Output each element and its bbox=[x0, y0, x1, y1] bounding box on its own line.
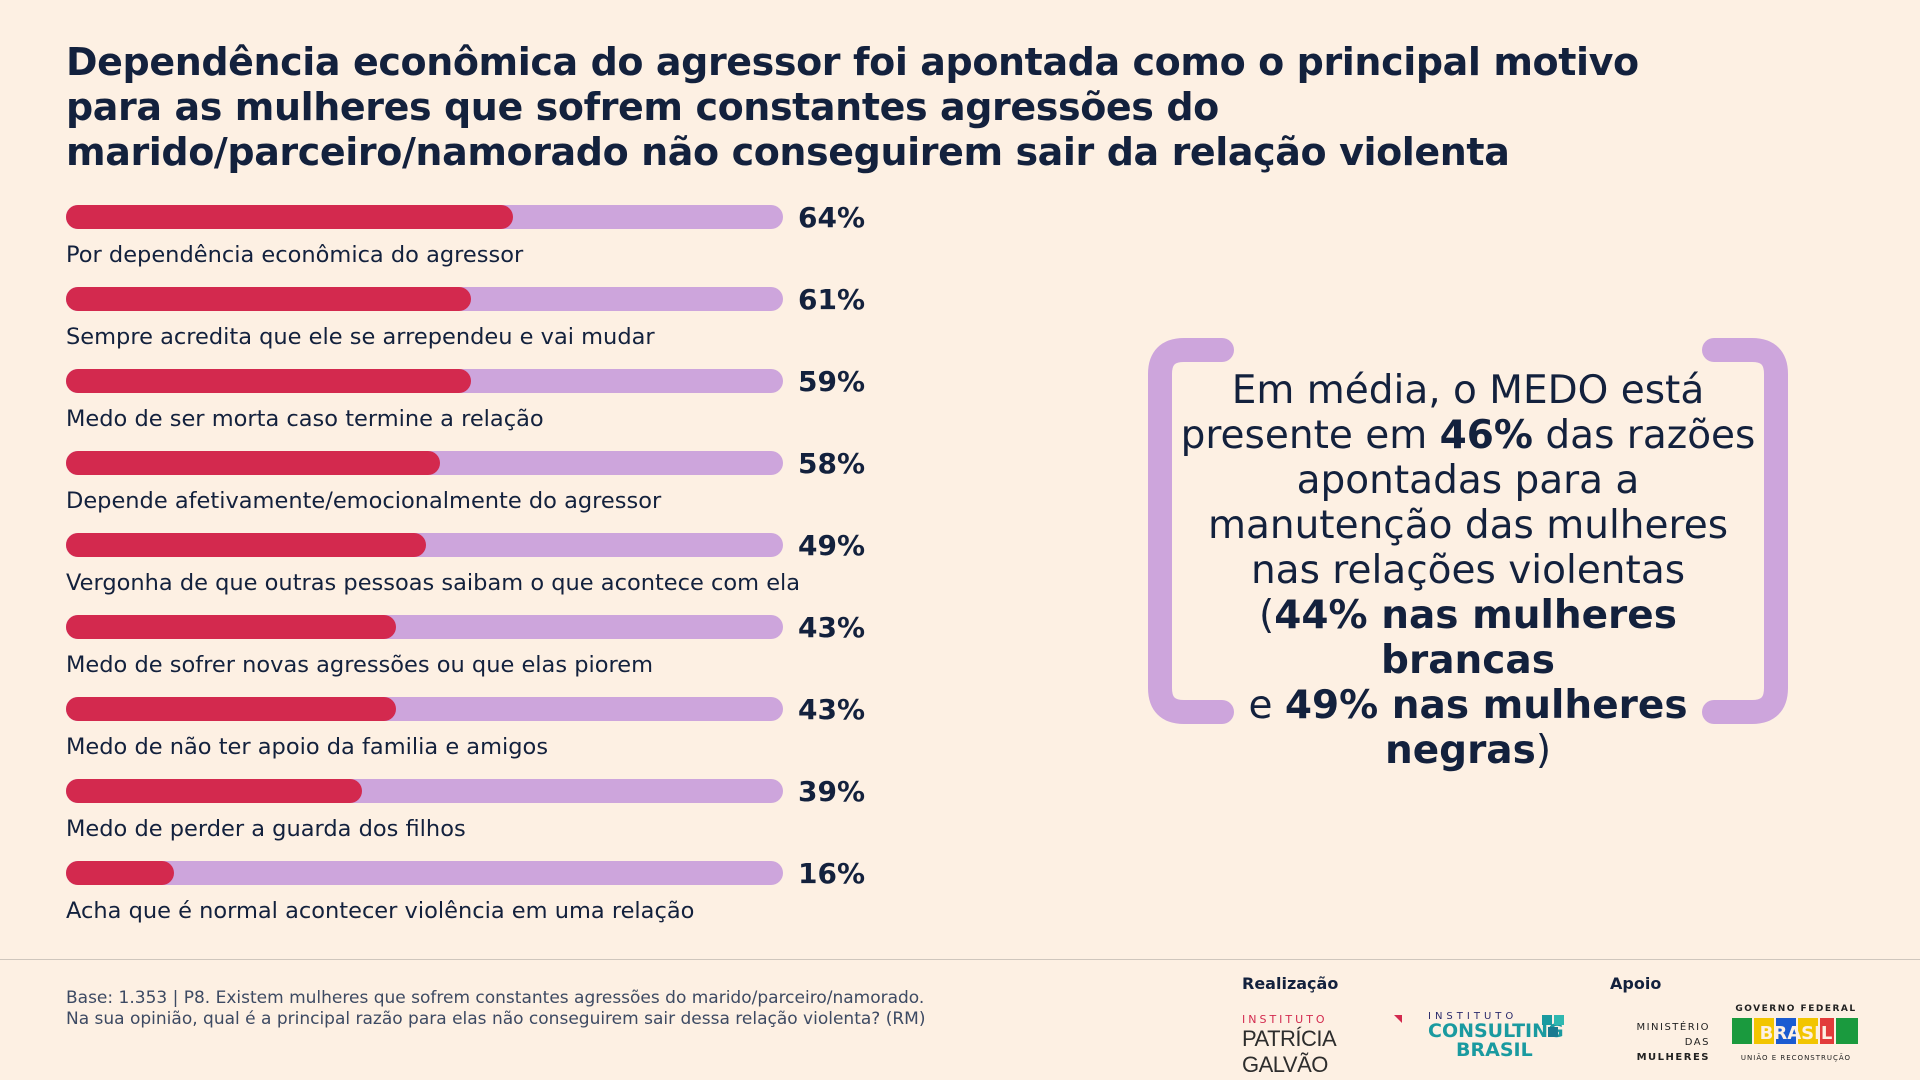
bar-value-label: 43% bbox=[798, 693, 866, 726]
bar-category-label: Medo de ser morta caso termine a relação bbox=[66, 406, 544, 432]
bar-fill bbox=[66, 861, 174, 885]
footer-divider bbox=[0, 959, 1920, 960]
callout-line-6: (44% nas mulheres brancas bbox=[1259, 593, 1677, 683]
footnote-line-2: Na sua opinião, qual é a principal razão… bbox=[66, 1009, 926, 1029]
bar-value-label: 58% bbox=[798, 447, 866, 480]
bar-track bbox=[66, 369, 783, 393]
bar-fill bbox=[66, 369, 471, 393]
bar-fill bbox=[66, 451, 440, 475]
bar-category-label: Sempre acredita que ele se arrependeu e … bbox=[66, 324, 655, 350]
bar-track bbox=[66, 451, 783, 475]
bar-value-label: 59% bbox=[798, 365, 866, 398]
bar-track bbox=[66, 697, 783, 721]
logo-ministerio-mulheres: MINISTÉRIO DAS MULHERES bbox=[1636, 1022, 1710, 1063]
bar-track bbox=[66, 861, 783, 885]
callout-line-2: presente em 46% das razões bbox=[1180, 413, 1756, 458]
callout-line-4: manutenção das mulheres bbox=[1207, 503, 1729, 548]
bar-category-label: Depende afetivamente/emocionalmente do a… bbox=[66, 488, 662, 514]
bar-track bbox=[66, 779, 783, 803]
bar-category-label: Medo de não ter apoio da familia e amigo… bbox=[66, 734, 549, 760]
bar-fill bbox=[66, 697, 396, 721]
bar-category-label: Acha que é normal acontecer violência em… bbox=[66, 898, 695, 924]
bar-fill bbox=[66, 615, 396, 639]
callout-line-1: Em média, o MEDO está bbox=[1231, 368, 1705, 413]
bar-track bbox=[66, 205, 783, 229]
bar-value-label: 16% bbox=[798, 857, 866, 890]
brasil-wordmark: BRASIL bbox=[1732, 1018, 1858, 1044]
footnote-line-1: Base: 1.353 | P8. Existem mulheres que s… bbox=[66, 988, 925, 1008]
logo-consulting-brasil: INSTITUTO CONSULTING BRASIL bbox=[1428, 1011, 1568, 1061]
bar-fill bbox=[66, 533, 426, 557]
bar-track bbox=[66, 533, 783, 557]
bar-value-label: 43% bbox=[798, 611, 866, 644]
bar-category-label: Medo de sofrer novas agressões ou que el… bbox=[66, 652, 654, 678]
bar-fill bbox=[66, 205, 513, 229]
bar-track bbox=[66, 287, 783, 311]
apoio-label: Apoio bbox=[1610, 974, 1662, 993]
bar-value-label: 49% bbox=[798, 529, 866, 562]
callout-line-7: e 49% nas mulheres negras) bbox=[1248, 683, 1688, 773]
bar-category-label: Medo de perder a guarda dos filhos bbox=[66, 816, 466, 842]
bar-track bbox=[66, 615, 783, 639]
bar-fill bbox=[66, 779, 362, 803]
callout-text: Em média, o MEDO está presente em 46% da… bbox=[1174, 368, 1762, 773]
red-corner-mark bbox=[1394, 1015, 1402, 1023]
fear-callout: Em média, o MEDO está presente em 46% da… bbox=[1146, 336, 1790, 773]
logo-governo-federal: GOVERNO FEDERAL BRASIL UNIÃO E RECONSTRU… bbox=[1730, 1004, 1862, 1062]
page-title: Dependência econômica do agressor foi ap… bbox=[66, 40, 1639, 174]
bar-value-label: 39% bbox=[798, 775, 866, 808]
bar-category-label: Por dependência econômica do agressor bbox=[66, 242, 524, 268]
bar-fill bbox=[66, 287, 471, 311]
logo-patricia-galvao: INSTITUTO PATRÍCIA GALVÃO bbox=[1242, 1013, 1402, 1077]
puzzle-icon bbox=[1542, 1015, 1564, 1037]
bar-value-label: 64% bbox=[798, 201, 866, 234]
callout-line-3: apontadas para a bbox=[1296, 458, 1640, 503]
bar-chart: 64% Por dependência econômica do agressor… bbox=[66, 201, 886, 945]
realizacao-label: Realização bbox=[1242, 974, 1339, 993]
footnote: Base: 1.353 | P8. Existem mulheres que s… bbox=[66, 988, 925, 1030]
callout-line-5: nas relações violentas bbox=[1250, 548, 1686, 593]
bar-category-label: Vergonha de que outras pessoas saibam o … bbox=[66, 570, 801, 596]
svg-text:BRASIL: BRASIL bbox=[1760, 1023, 1833, 1044]
bracket-frame bbox=[1148, 338, 1788, 724]
bar-value-label: 61% bbox=[798, 283, 866, 316]
